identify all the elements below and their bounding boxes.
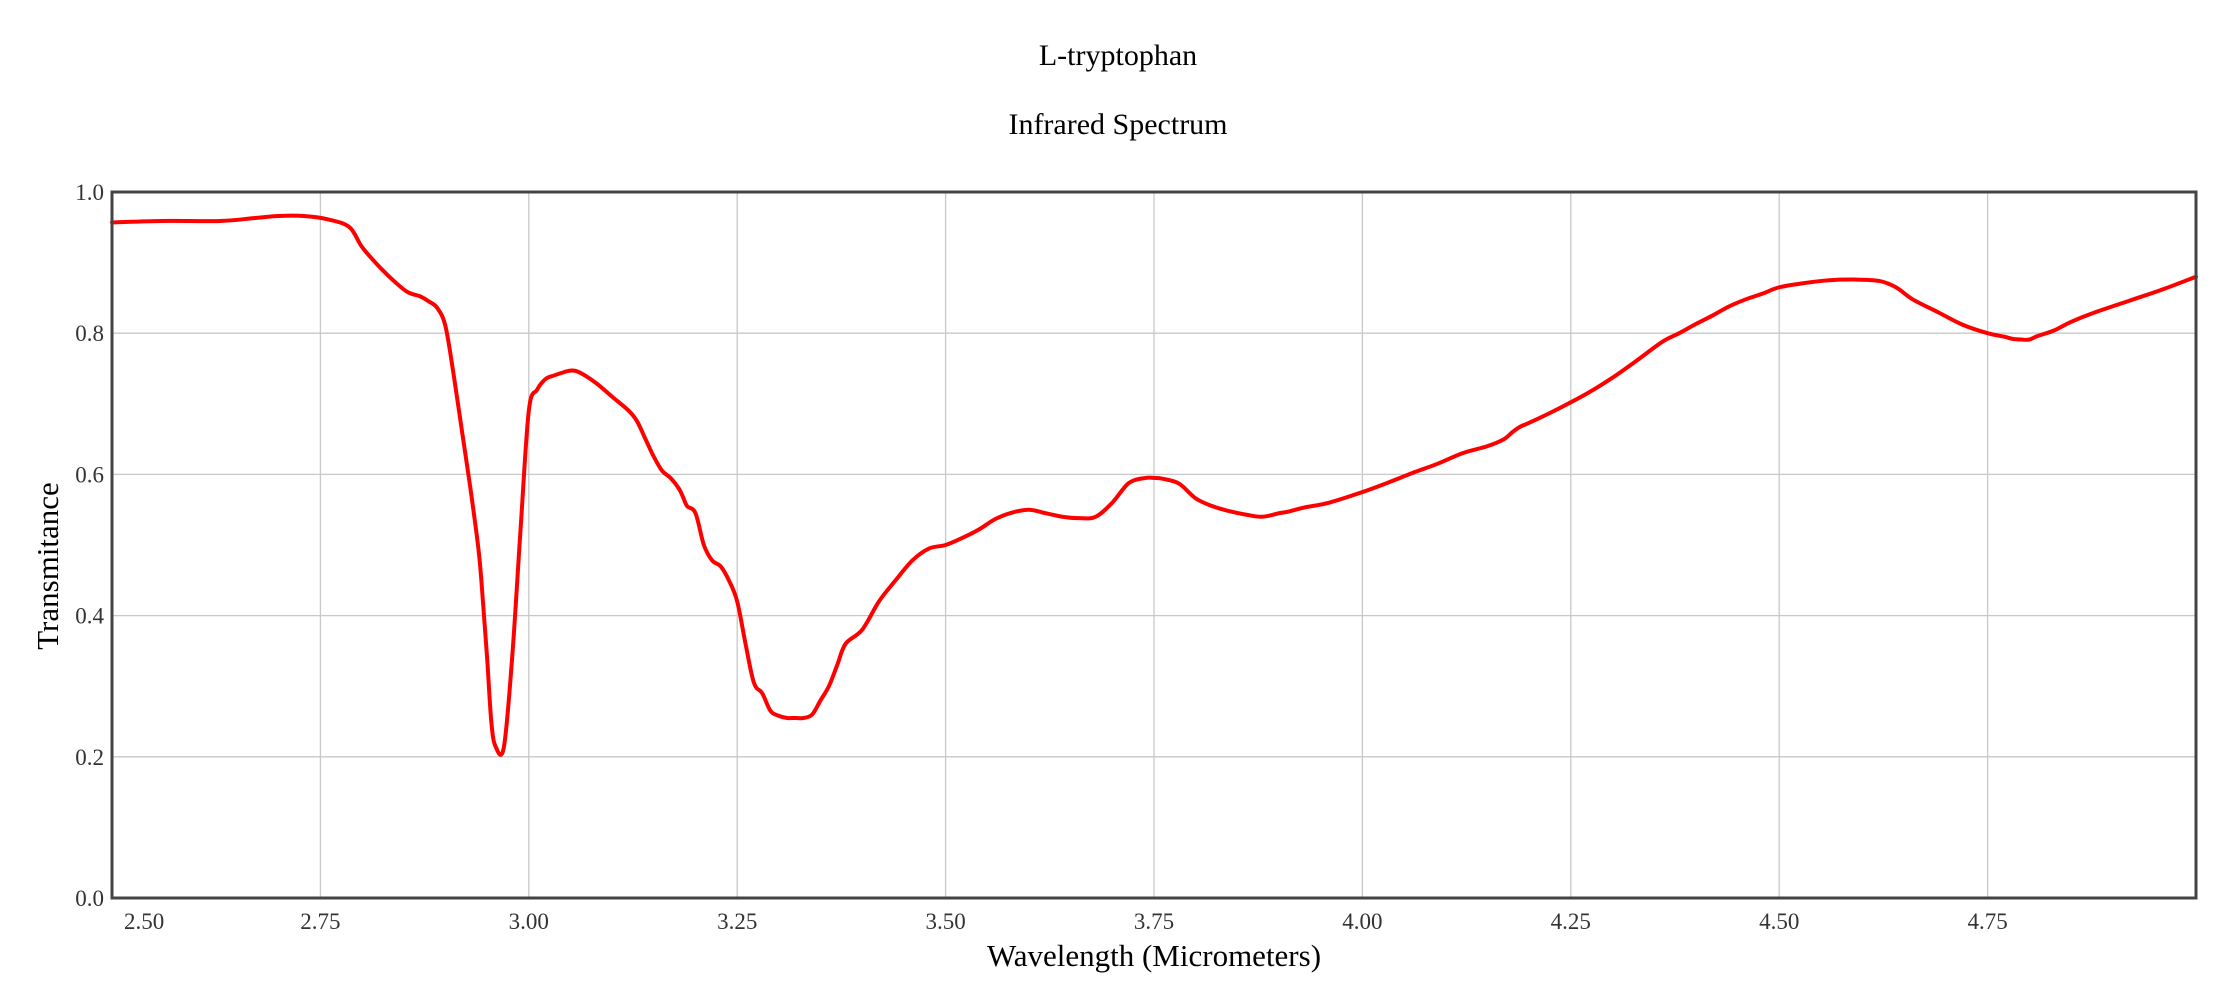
tick-labels: 2.50 2.75 3.00 3.25 3.50 3.75 4.00 4.25 4.50 4.75…: [75, 180, 2007, 934]
y-tick-label: 0.6: [75, 462, 104, 487]
x-tick-label: 4.00: [1342, 909, 1382, 934]
y-tick-label: 0.4: [75, 604, 104, 629]
x-tick-label: 4.25: [1551, 909, 1591, 934]
x-tick-label: 3.50: [925, 909, 965, 934]
x-tick-label: 2.50: [124, 909, 164, 934]
y-tick-label: 0.0: [75, 886, 104, 911]
spectrum-line: [110, 213, 2198, 757]
y-tick-label: 1.0: [75, 180, 104, 205]
y-axis-title: Transmitance: [30, 482, 65, 650]
plot-area: [110, 190, 2198, 900]
x-tick-label: 3.25: [717, 909, 757, 934]
y-tick-label: 0.8: [75, 321, 104, 346]
x-tick-label: 4.75: [1967, 909, 2007, 934]
x-tick-label: 3.00: [509, 909, 549, 934]
grid-layer: [112, 192, 2196, 898]
series-layer: [110, 213, 2198, 757]
x-tick-label: 4.50: [1759, 909, 1799, 934]
chart-title: L-tryptophan: [1039, 39, 1197, 72]
x-tick-label: 3.75: [1134, 909, 1174, 934]
chart-subtitle: Infrared Spectrum: [1008, 108, 1227, 141]
x-tick-label: 2.75: [300, 909, 340, 934]
y-tick-label: 0.2: [75, 745, 104, 770]
x-axis-title: Wavelength (Micrometers): [987, 938, 1321, 973]
